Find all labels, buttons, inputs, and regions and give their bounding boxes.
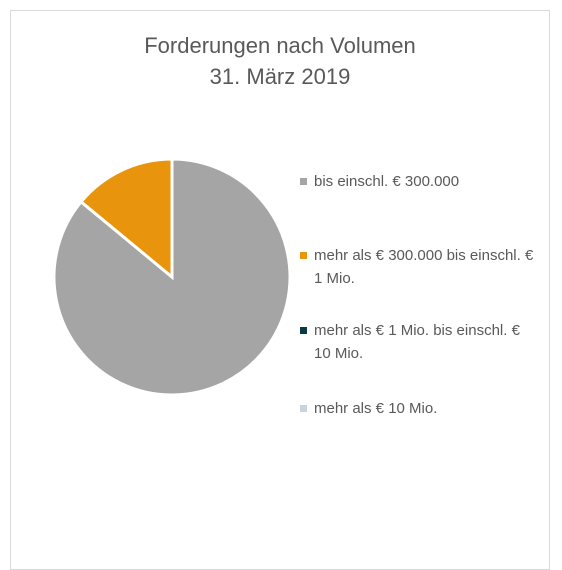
legend-swatch [300,405,307,412]
legend-label: mehr als € 10 Mio. [314,400,438,417]
chart-subtitle: 31. März 2019 [209,64,351,89]
legend-item: mehr als € 1 Mio. bis einschl. € 10 Mio. [300,319,540,365]
pie-slice [78,157,174,281]
legend-swatch [300,327,307,334]
legend-swatch [300,178,307,185]
legend-item: mehr als € 300.000 bis einschl. € 1 Mio. [300,244,540,290]
legend-label: mehr als € 1 Mio. bis einschl. € 10 Mio. [314,322,520,362]
legend-item: bis einschl. € 300.000 [300,170,540,193]
legend-label: mehr als € 300.000 bis einschl. € 1 Mio. [314,247,534,287]
chart-title: Forderungen nach Volumen [144,33,416,58]
legend-swatch [300,252,307,259]
legend-item: mehr als € 10 Mio. [300,397,540,420]
legend-label: bis einschl. € 300.000 [314,173,460,190]
